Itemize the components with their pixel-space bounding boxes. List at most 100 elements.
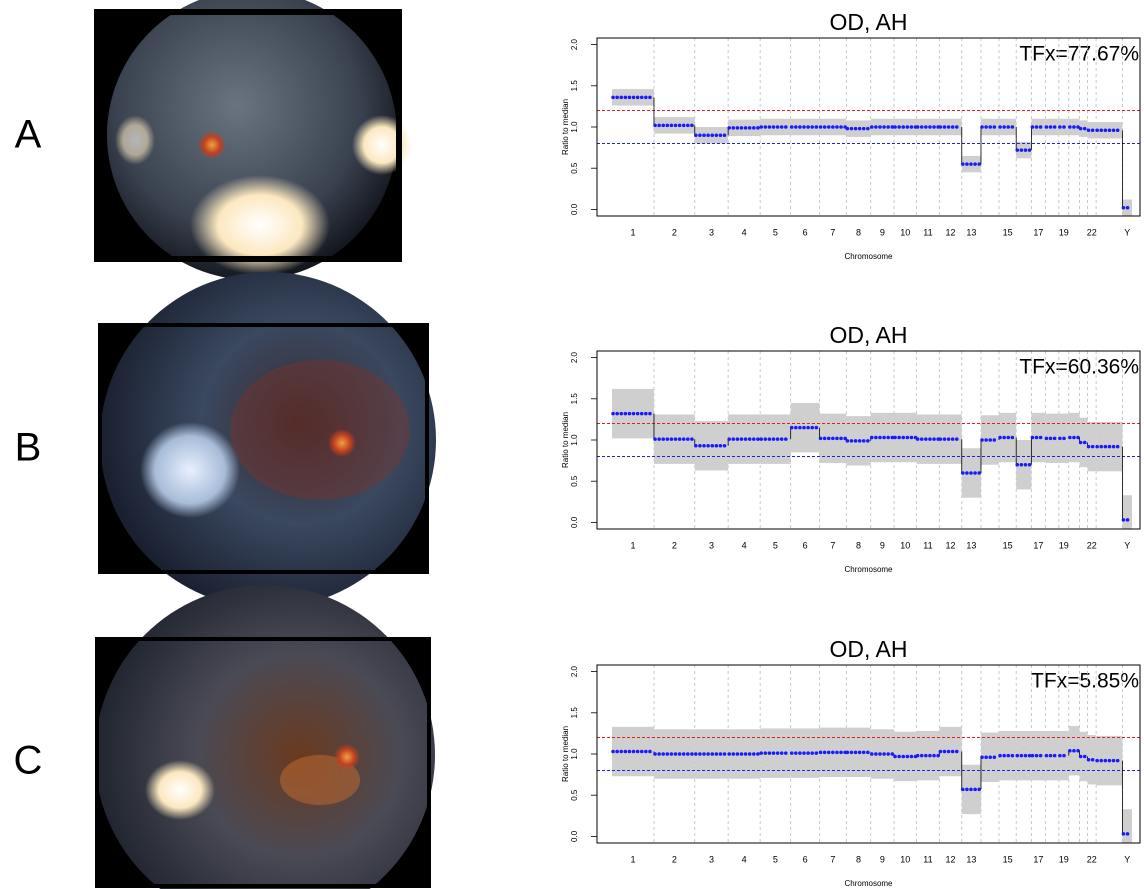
- y-axis-label: Ratio to median: [561, 412, 570, 468]
- x-tick-label: 3: [709, 854, 714, 864]
- y-tick-label: 2.0: [570, 665, 579, 677]
- y-tick-label: 0.5: [570, 475, 579, 487]
- noise-band: [893, 731, 917, 782]
- fundus-photo: [98, 272, 436, 608]
- x-tick-label: 10: [900, 540, 910, 550]
- x-tick-label: 11: [923, 854, 932, 864]
- x-tick-label: 12: [946, 854, 956, 864]
- x-tick-label: 2: [672, 540, 677, 550]
- x-tick-label: 3: [709, 540, 714, 550]
- annotation: TFx=60.36%: [1019, 356, 1139, 379]
- noise-band: [916, 730, 940, 781]
- fundus-photo: [94, 0, 412, 280]
- x-tick-label: 10: [900, 854, 910, 864]
- noise-band: [939, 726, 962, 777]
- x-tick-label: 5: [773, 227, 778, 237]
- x-tick-label: 8: [856, 227, 861, 237]
- x-tick-label: 6: [803, 227, 808, 237]
- y-tick-label: 1.5: [570, 80, 579, 92]
- x-axis-label: Chromosome: [844, 252, 893, 261]
- x-tick-label: 2: [672, 227, 677, 237]
- x-axis-label: Chromosome: [844, 565, 893, 574]
- x-tick-label: 22: [1087, 540, 1097, 550]
- x-tick-label: 22: [1087, 227, 1097, 237]
- y-tick-label: 1.0: [570, 121, 579, 133]
- x-tick-label: 11: [923, 540, 932, 550]
- x-tick-label: 1: [630, 540, 635, 550]
- x-tick-label: 19: [1059, 227, 1069, 237]
- noise-band: [1031, 118, 1046, 136]
- y-tick-label: 0.5: [570, 789, 579, 801]
- x-tick-label: 15: [1003, 854, 1013, 864]
- x-axis-label: Chromosome: [844, 879, 893, 888]
- noise-band: [916, 414, 940, 464]
- x-tick-label: 4: [742, 854, 747, 864]
- y-tick-label: 0.0: [570, 203, 579, 215]
- chart-title: OD, AH: [830, 636, 908, 662]
- x-tick-label: 4: [742, 540, 747, 550]
- x-tick-label: 9: [880, 227, 885, 237]
- x-tick-label: 17: [1033, 540, 1043, 550]
- x-tick-label: 6: [803, 540, 808, 550]
- y-tick-label: 2.0: [570, 351, 579, 363]
- x-tick-label: 10: [900, 227, 910, 237]
- x-tick-label: 19: [1059, 854, 1069, 864]
- x-tick-label: 22: [1087, 854, 1097, 864]
- y-tick-label: 1.0: [570, 748, 579, 760]
- noise-band: [939, 118, 962, 136]
- noise-band: [939, 414, 962, 464]
- x-tick-label: 9: [880, 854, 885, 864]
- plot-frame: [596, 37, 1141, 217]
- x-tick-label: 9: [880, 540, 885, 550]
- x-tick-label: 15: [1003, 227, 1013, 237]
- x-tick-label: 2: [672, 854, 677, 864]
- chart-title: OD, AH: [830, 9, 908, 35]
- y-tick-label: 0.5: [570, 162, 579, 174]
- noise-band: [1122, 495, 1132, 529]
- x-tick-label: 17: [1033, 227, 1043, 237]
- x-tick-label: 8: [856, 854, 861, 864]
- plot-frame: [596, 664, 1141, 844]
- noise-band: [893, 412, 917, 463]
- x-tick-label: Y: [1124, 540, 1130, 550]
- x-tick-label: 7: [830, 540, 835, 550]
- x-tick-label: 19: [1059, 540, 1069, 550]
- annotation: TFx=77.67%: [1019, 43, 1139, 66]
- x-tick-label: 13: [966, 227, 976, 237]
- fundus-photo: [95, 585, 435, 889]
- y-tick-label: 1.0: [570, 434, 579, 446]
- y-tick-label: 0.0: [570, 830, 579, 842]
- x-tick-label: 12: [946, 227, 956, 237]
- y-tick-label: 1.5: [570, 707, 579, 719]
- x-tick-label: 7: [830, 227, 835, 237]
- noise-band: [1122, 809, 1132, 843]
- noise-band: [893, 118, 917, 136]
- x-tick-label: Y: [1124, 854, 1130, 864]
- x-tick-label: 8: [856, 540, 861, 550]
- panel-label: B: [15, 426, 42, 470]
- x-tick-label: 11: [923, 227, 932, 237]
- y-tick-label: 0.0: [570, 516, 579, 528]
- y-axis-label: Ratio to median: [561, 726, 570, 782]
- x-tick-label: Y: [1124, 227, 1130, 237]
- x-tick-label: 1: [630, 854, 635, 864]
- y-axis-label: Ratio to median: [561, 99, 570, 155]
- x-tick-label: 1: [630, 227, 635, 237]
- x-tick-label: 12: [946, 540, 956, 550]
- x-tick-label: 15: [1003, 540, 1013, 550]
- chart-title: OD, AH: [830, 322, 908, 348]
- x-tick-label: 3: [709, 227, 714, 237]
- x-tick-label: 7: [830, 854, 835, 864]
- annotation: TFx=5.85%: [1031, 670, 1139, 693]
- noise-band: [916, 118, 940, 136]
- x-tick-label: 5: [773, 540, 778, 550]
- panel-label: A: [15, 113, 42, 157]
- x-tick-label: 17: [1033, 854, 1043, 864]
- x-tick-label: 4: [742, 227, 747, 237]
- y-tick-label: 1.5: [570, 393, 579, 405]
- x-tick-label: 6: [803, 854, 808, 864]
- noise-band: [1031, 412, 1046, 463]
- y-tick-label: 2.0: [570, 38, 579, 50]
